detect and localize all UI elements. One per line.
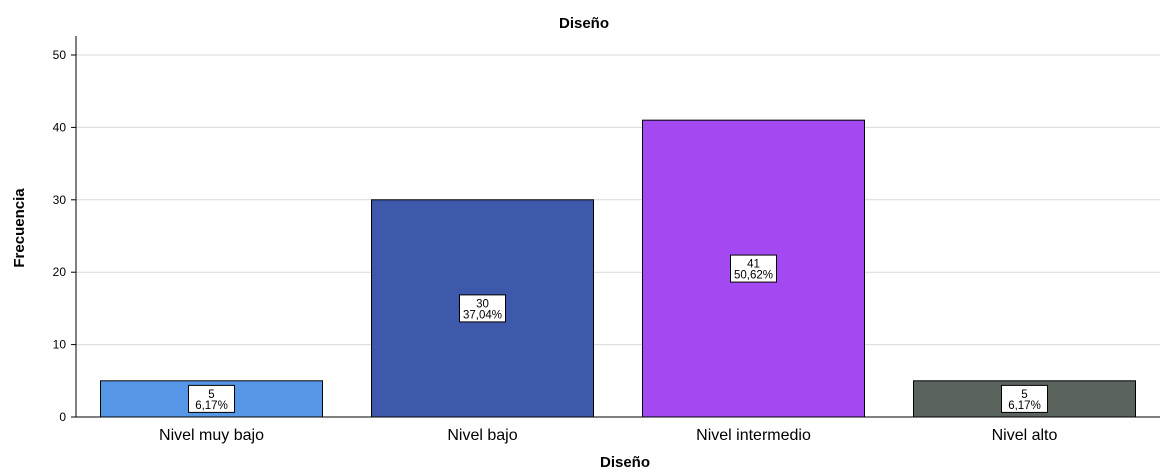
data-label-count: 30 bbox=[476, 298, 489, 310]
data-label-count: 5 bbox=[208, 389, 214, 401]
data-label-percent: 6,17% bbox=[195, 400, 228, 412]
y-tick-label: 0 bbox=[59, 410, 66, 424]
x-tick-label: Nivel alto bbox=[992, 427, 1058, 444]
data-label-box bbox=[459, 294, 506, 323]
x-axis-label: Diseño bbox=[600, 454, 650, 470]
y-tick-label: 10 bbox=[53, 338, 67, 352]
y-tick-label: 50 bbox=[53, 48, 67, 62]
gridlines bbox=[76, 54, 1160, 346]
y-tick-labels: 0 10 20 30 40 50 bbox=[53, 48, 76, 424]
y-tick-label: 20 bbox=[53, 265, 67, 279]
x-tick-labels: Nivel muy bajo Nivel bajo Nivel intermedio… bbox=[159, 427, 1057, 444]
data-label-box bbox=[1001, 384, 1048, 413]
x-tick-label: Nivel intermedio bbox=[696, 427, 811, 444]
data-label-percent: 50,62% bbox=[734, 270, 773, 282]
data-label-box bbox=[188, 384, 235, 413]
bars bbox=[100, 119, 1136, 418]
data-label-percent: 37,04% bbox=[463, 309, 502, 321]
axes bbox=[75, 36, 1160, 418]
y-tick-label: 30 bbox=[53, 193, 67, 207]
x-tick-label: Nivel bajo bbox=[447, 427, 517, 444]
y-axis-label: Frecuencia bbox=[11, 188, 28, 268]
y-tick-label: 40 bbox=[53, 120, 67, 134]
data-label-percent: 6,17% bbox=[1008, 400, 1041, 412]
data-label-box bbox=[730, 254, 777, 283]
chart-title: Diseño bbox=[559, 15, 609, 32]
x-tick-label: Nivel muy bajo bbox=[159, 427, 264, 444]
data-label-count: 41 bbox=[747, 259, 760, 271]
data-label-count: 5 bbox=[1021, 389, 1027, 401]
